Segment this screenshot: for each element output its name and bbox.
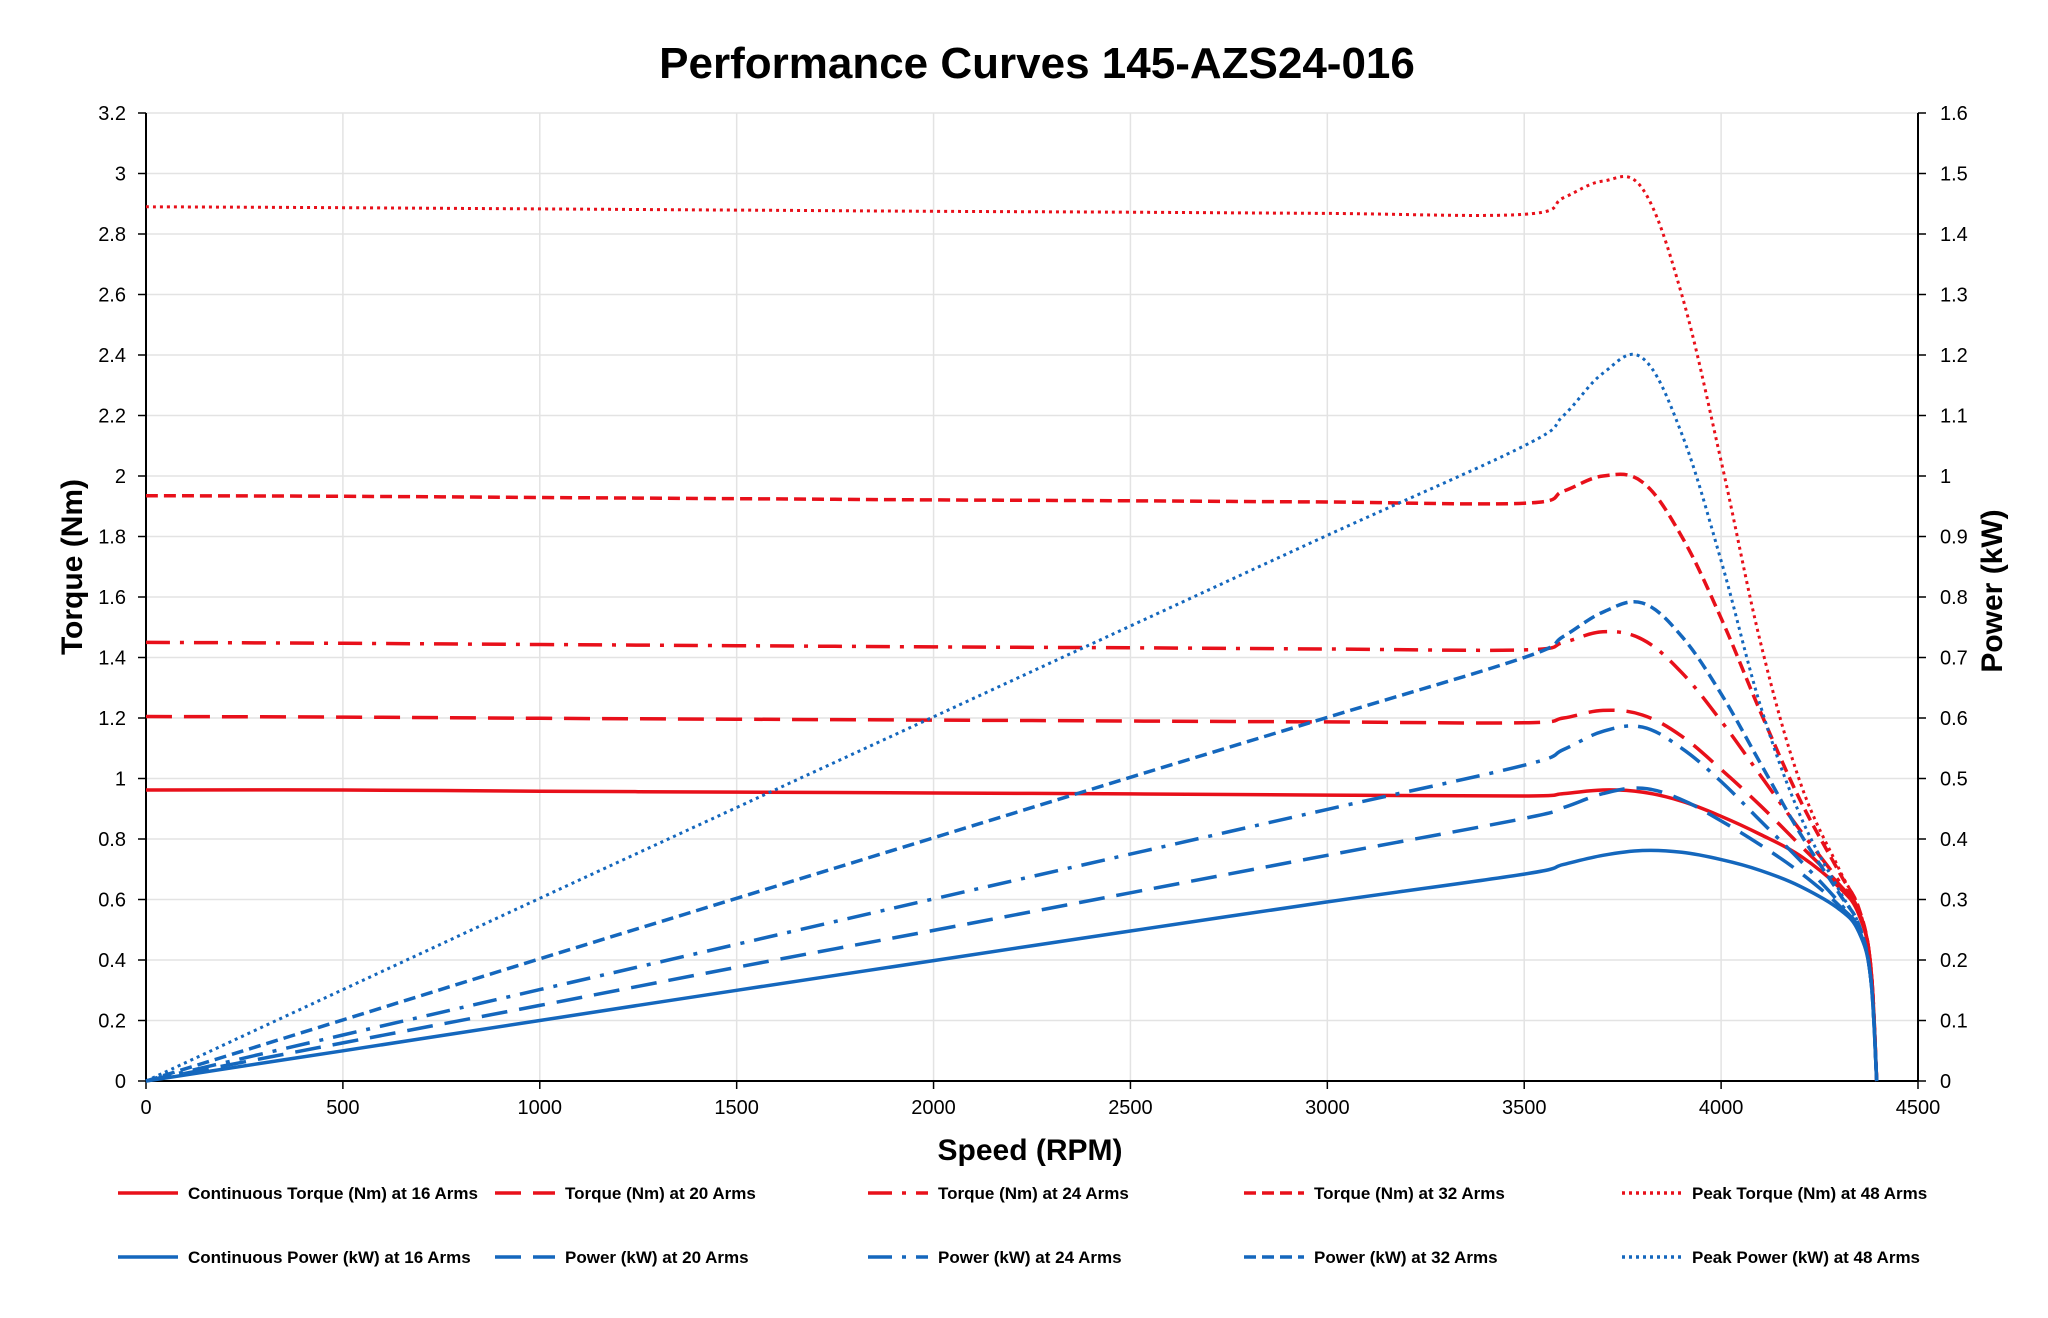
x-tick-label: 3500 — [1502, 1097, 1547, 1119]
y-right-tick-label: 0 — [1940, 1071, 1951, 1093]
legend-label-7: Power (kW) at 24 Arms — [938, 1248, 1122, 1267]
y-left-tick-label: 1.8 — [98, 527, 126, 549]
torque-series-line-1 — [145, 708, 1879, 1082]
y-axis-left-title: Torque (Nm) — [56, 479, 89, 655]
x-tick-label: 4000 — [1699, 1097, 1744, 1119]
x-tick-label: 1500 — [714, 1097, 759, 1119]
legend-label-9: Peak Power (kW) at 48 Arms — [1692, 1248, 1920, 1267]
legend-label-4: Peak Torque (Nm) at 48 Arms — [1692, 1184, 1927, 1203]
legend: Continuous Torque (Nm) at 16 Arms Torque … — [118, 1184, 1927, 1267]
y-right-tick-label: 0.2 — [1940, 950, 1968, 972]
y-axis-right-title: Power (kW) — [1976, 509, 2009, 672]
x-tick-label: 3000 — [1305, 1097, 1350, 1119]
y-left-tick-label: 2 — [115, 466, 126, 488]
torque-series-line-4 — [145, 175, 1879, 1082]
y-left-tick-label: 1.2 — [98, 708, 126, 730]
x-tick-label: 2500 — [1108, 1097, 1153, 1119]
torque-series-line-0 — [145, 788, 1879, 1082]
torque-series-line-3 — [145, 472, 1879, 1082]
legend-label-3: Torque (Nm) at 32 Arms — [1314, 1184, 1505, 1203]
x-tick-label: 1000 — [518, 1097, 563, 1119]
chart-title: Performance Curves 145-AZS24-016 — [659, 39, 1415, 88]
x-tick-label: 4500 — [1896, 1097, 1941, 1119]
y-right-tick-label: 1.6 — [1940, 103, 1968, 125]
y-left-tick-label: 2.6 — [98, 285, 126, 307]
x-tick-label: 2000 — [911, 1097, 956, 1119]
y-right-tick-label: 1.4 — [1940, 224, 1968, 246]
y-right-tick-label: 0.7 — [1940, 648, 1968, 670]
power-series-line-7 — [145, 724, 1879, 1083]
y-left-tick-label: 2.2 — [98, 406, 126, 428]
y-left-tick-label: 1 — [115, 769, 126, 791]
legend-label-5: Continuous Power (kW) at 16 Arms — [188, 1248, 471, 1267]
y-left-tick-label: 0 — [115, 1071, 126, 1093]
legend-label-8: Power (kW) at 32 Arms — [1314, 1248, 1498, 1267]
y-right-tick-label: 0.1 — [1940, 1011, 1968, 1033]
y-right-tick-label: 0.4 — [1940, 829, 1968, 851]
y-right-tick-label: 0.9 — [1940, 527, 1968, 549]
y-left-tick-label: 0.4 — [98, 950, 126, 972]
y-left-tick-label: 3 — [115, 164, 126, 186]
x-axis-title: Speed (RPM) — [937, 1134, 1122, 1167]
y-right-tick-label: 1.2 — [1940, 345, 1968, 367]
y-left-tick-label: 1.4 — [98, 648, 126, 670]
y-left-tick-label: 2.8 — [98, 224, 126, 246]
y-right-tick-label: 1.3 — [1940, 285, 1968, 307]
series-lines — [145, 175, 1879, 1083]
power-series-line-5 — [145, 848, 1879, 1083]
legend-label-1: Torque (Nm) at 20 Arms — [565, 1184, 756, 1203]
y-right-tick-label: 0.6 — [1940, 708, 1968, 730]
x-tick-label: 0 — [140, 1097, 151, 1119]
y-left-tick-label: 2.4 — [98, 345, 126, 367]
y-right-tick-label: 0.5 — [1940, 769, 1968, 791]
y-right-tick-label: 0.8 — [1940, 587, 1968, 609]
legend-label-0: Continuous Torque (Nm) at 16 Arms — [188, 1184, 478, 1203]
y-right-tick-label: 0.3 — [1940, 890, 1968, 912]
power-series-line-8 — [145, 600, 1879, 1083]
y-right-tick-label: 1.5 — [1940, 164, 1968, 186]
tick-labels: 0 500 1000 1500 2000 2500 3000 3500 4000 4500 0 0.2… — [98, 103, 1968, 1119]
axes — [138, 112, 1926, 1089]
power-series-line-6 — [145, 786, 1879, 1083]
y-left-tick-label: 0.2 — [98, 1011, 126, 1033]
y-left-tick-label: 3.2 — [98, 103, 126, 125]
y-left-tick-label: 0.6 — [98, 890, 126, 912]
legend-label-2: Torque (Nm) at 24 Arms — [938, 1184, 1129, 1203]
legend-label-6: Power (kW) at 20 Arms — [565, 1248, 749, 1267]
y-left-tick-label: 0.8 — [98, 829, 126, 851]
y-right-tick-label: 1 — [1940, 466, 1951, 488]
y-left-tick-label: 1.6 — [98, 587, 126, 609]
y-right-tick-label: 1.1 — [1940, 406, 1968, 428]
x-tick-label: 500 — [326, 1097, 359, 1119]
